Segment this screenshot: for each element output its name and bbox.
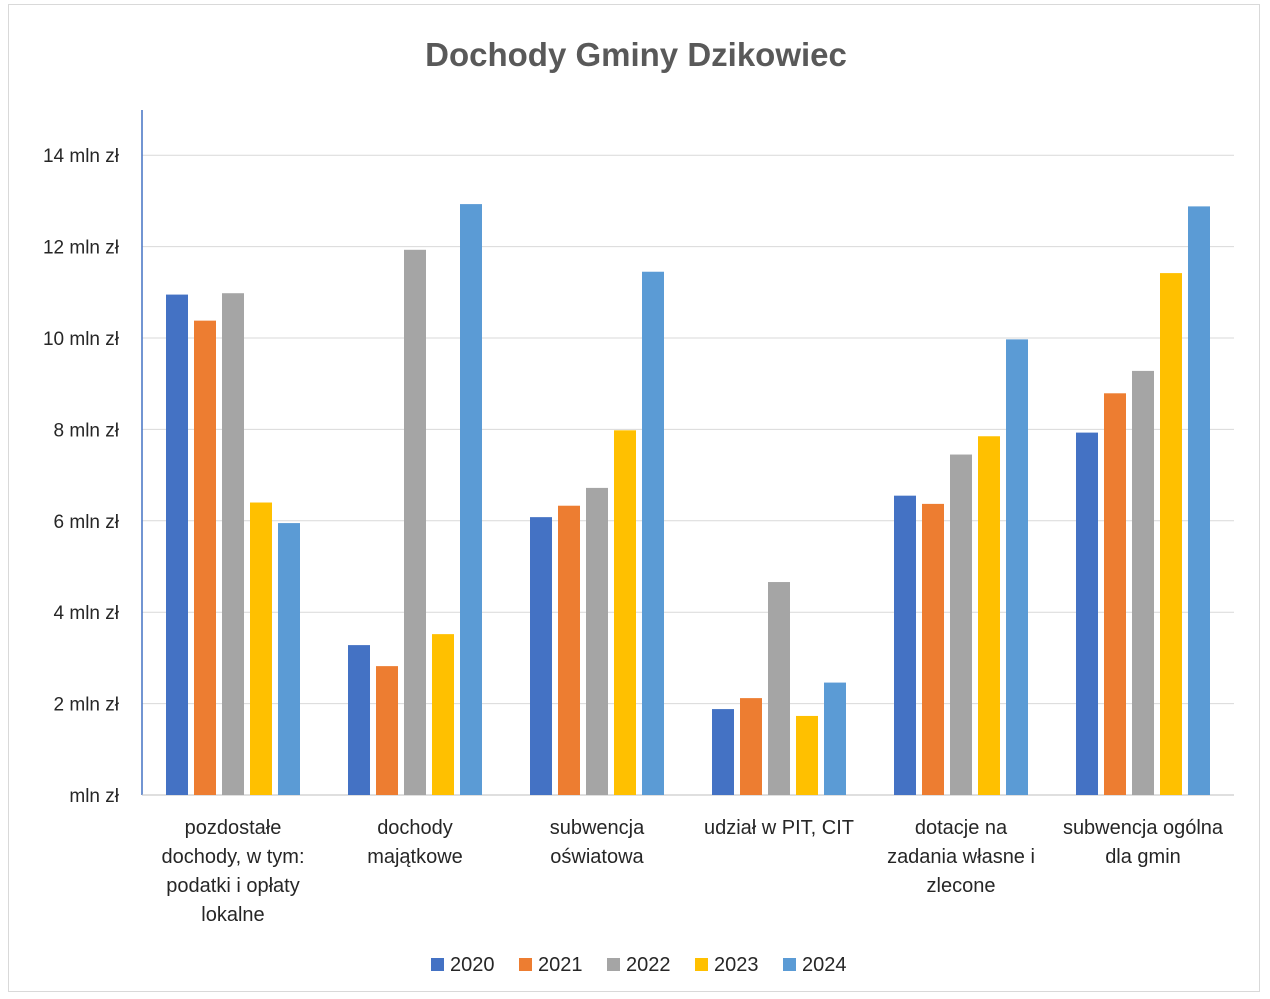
bar-2021-cat-2	[558, 506, 580, 795]
bar-2022-cat-2	[586, 488, 608, 795]
bar-2023-cat-0	[250, 503, 272, 795]
x-category-label: lokalne	[201, 904, 264, 926]
bar-2021-cat-4	[922, 504, 944, 795]
bar-2020-cat-5	[1076, 433, 1098, 795]
bar-2022-cat-0	[222, 293, 244, 795]
chart-title: Dochody Gminy Dzikowiec	[425, 36, 847, 73]
legend-label-2020: 2020	[450, 954, 495, 976]
bar-2022-cat-4	[950, 455, 972, 795]
x-category-label: subwencja ogólna	[1063, 817, 1224, 839]
y-tick-label: mln zł	[69, 786, 119, 807]
legend-label-2022: 2022	[626, 954, 671, 976]
x-category-label: zadania własne i	[887, 846, 1035, 868]
bar-2021-cat-1	[376, 666, 398, 795]
bar-2024-cat-5	[1188, 206, 1210, 795]
x-category-label: dotacje na	[915, 817, 1008, 839]
y-tick-label: 12 mln zł	[43, 238, 120, 259]
x-category-label: oświatowa	[550, 846, 644, 868]
bar-2021-cat-0	[194, 321, 216, 795]
y-tick-label: 4 mln zł	[54, 603, 120, 624]
bar-2023-cat-4	[978, 436, 1000, 795]
legend-label-2024: 2024	[802, 954, 847, 976]
bar-2022-cat-3	[768, 582, 790, 795]
x-category-label: subwencja	[550, 817, 645, 839]
x-category-label: dochody, w tym:	[161, 846, 304, 868]
bar-2022-cat-5	[1132, 371, 1154, 795]
bar-2020-cat-1	[348, 645, 370, 795]
legend-label-2023: 2023	[714, 954, 759, 976]
bar-2023-cat-2	[614, 430, 636, 795]
y-tick-label: 6 mln zł	[54, 512, 120, 533]
bar-2021-cat-3	[740, 698, 762, 795]
bar-2022-cat-1	[404, 250, 426, 795]
y-tick-label: 10 mln zł	[43, 329, 120, 350]
bar-2020-cat-4	[894, 496, 916, 795]
y-tick-label: 2 mln zł	[54, 695, 120, 716]
y-tick-label: 14 mln zł	[43, 146, 120, 167]
legend-swatch-2020	[431, 958, 444, 971]
x-category-label: majątkowe	[367, 846, 463, 868]
bar-2024-cat-4	[1006, 339, 1028, 795]
legend-swatch-2021	[519, 958, 532, 971]
bar-2023-cat-1	[432, 634, 454, 795]
x-category-label: zlecone	[927, 875, 996, 897]
bar-2023-cat-5	[1160, 273, 1182, 795]
y-tick-label: 8 mln zł	[54, 420, 120, 441]
bar-2020-cat-0	[166, 295, 188, 795]
legend-swatch-2024	[783, 958, 796, 971]
bar-2024-cat-2	[642, 272, 664, 795]
bar-2024-cat-3	[824, 683, 846, 795]
bar-2023-cat-3	[796, 716, 818, 795]
x-category-label: pozdostałe	[185, 817, 282, 839]
bar-2020-cat-3	[712, 709, 734, 795]
bar-2024-cat-1	[460, 204, 482, 795]
x-category-label: dla gmin	[1105, 846, 1181, 868]
bar-2024-cat-0	[278, 523, 300, 795]
x-category-label: udział w PIT, CIT	[704, 817, 854, 839]
bar-2020-cat-2	[530, 517, 552, 795]
x-category-label: podatki i opłaty	[166, 875, 299, 897]
bar-2021-cat-5	[1104, 393, 1126, 795]
legend-swatch-2023	[695, 958, 708, 971]
legend-swatch-2022	[607, 958, 620, 971]
x-category-label: dochody	[377, 817, 453, 839]
legend-label-2021: 2021	[538, 954, 583, 976]
